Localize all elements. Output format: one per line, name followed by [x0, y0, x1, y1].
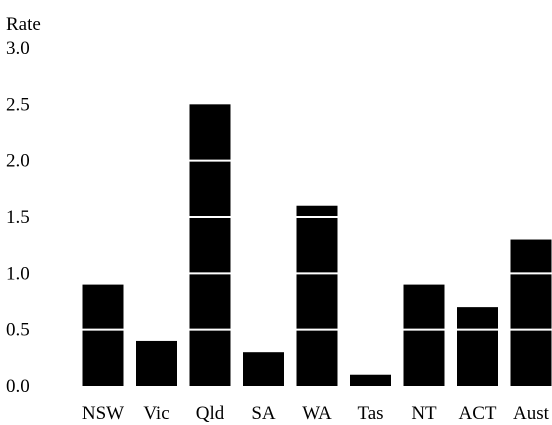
bar-tas: [350, 374, 391, 386]
y-tick-label: 0.0: [6, 376, 30, 397]
y-tick-label: 0.5: [6, 320, 30, 341]
category-label: WA: [302, 403, 332, 424]
category-label: NSW: [82, 403, 124, 424]
bar-nt: [403, 284, 445, 386]
y-tick-labels: 0.0 0.5 1.0 1.5 2.0 2.5 3.0: [6, 38, 30, 397]
bar-nsw: [82, 284, 124, 386]
bar-sa: [243, 352, 284, 386]
category-label: Aust: [513, 403, 550, 424]
gridlines: [82, 159, 552, 331]
category-labels: NSW Vic Qld SA WA Tas NT ACT Aust: [82, 403, 550, 424]
y-tick-label: 2.0: [6, 151, 30, 172]
y-tick-label: 2.5: [6, 94, 30, 115]
category-label: Vic: [143, 403, 169, 424]
y-tick-label: 3.0: [6, 38, 30, 59]
bar-aust: [510, 239, 552, 386]
y-tick-label: 1.5: [6, 207, 30, 228]
bar-vic: [136, 340, 177, 386]
category-label: Tas: [357, 403, 383, 424]
category-label: Qld: [196, 403, 225, 424]
category-label: SA: [251, 403, 276, 424]
y-tick-label: 1.0: [6, 263, 30, 284]
bars: [82, 104, 552, 386]
category-label: ACT: [459, 403, 497, 424]
y-axis-label: Rate: [6, 14, 41, 35]
category-label: NT: [411, 403, 437, 424]
bar-qld: [189, 104, 231, 386]
bar-wa: [296, 205, 338, 386]
bar-act: [457, 307, 498, 386]
